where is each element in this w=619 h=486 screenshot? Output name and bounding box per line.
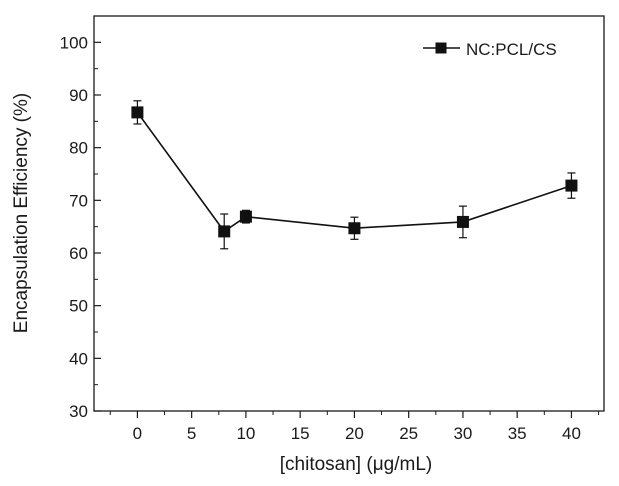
y-tick-label: 100 <box>60 33 88 52</box>
x-tick-label: 35 <box>508 424 527 443</box>
data-point-marker <box>348 222 361 235</box>
data-point-marker <box>239 210 252 223</box>
y-tick-label: 60 <box>69 244 88 263</box>
y-tick-label: 80 <box>69 139 88 158</box>
x-axis-label: [chitosan] (μg/mL) <box>280 454 432 475</box>
y-tick-label: 70 <box>69 191 88 210</box>
x-tick-label: 20 <box>345 424 364 443</box>
x-tick-label: 15 <box>291 424 310 443</box>
legend-marker <box>435 42 447 54</box>
legend: NC:PCL/CS <box>423 40 557 59</box>
x-tick-label: 10 <box>236 424 255 443</box>
y-axis-ticks: 30 40 50 60 70 80 90 100 <box>60 33 101 421</box>
y-tick-label: 90 <box>69 86 88 105</box>
data-point-marker <box>218 225 231 238</box>
x-tick-label: 25 <box>399 424 418 443</box>
plot-area-border <box>93 15 605 412</box>
x-tick-label: 40 <box>562 424 581 443</box>
plot-frame <box>93 15 605 412</box>
x-axis-ticks: 0 5 10 15 20 25 30 35 40 <box>109 411 600 443</box>
y-axis-label: Encapsulation Efficiency (%) <box>11 93 32 333</box>
x-tick-label: 0 <box>133 424 142 443</box>
data-point-marker <box>456 215 469 228</box>
x-tick-label: 5 <box>187 424 196 443</box>
data-point-marker <box>131 106 144 119</box>
series-line <box>136 111 572 233</box>
y-tick-label: 40 <box>69 349 88 368</box>
y-tick-label: 30 <box>69 402 88 421</box>
legend-label: NC:PCL/CS <box>466 40 557 59</box>
data-point-marker <box>565 179 578 192</box>
x-tick-label: 30 <box>453 424 472 443</box>
series-layer <box>131 100 578 250</box>
y-tick-label: 50 <box>69 297 88 316</box>
